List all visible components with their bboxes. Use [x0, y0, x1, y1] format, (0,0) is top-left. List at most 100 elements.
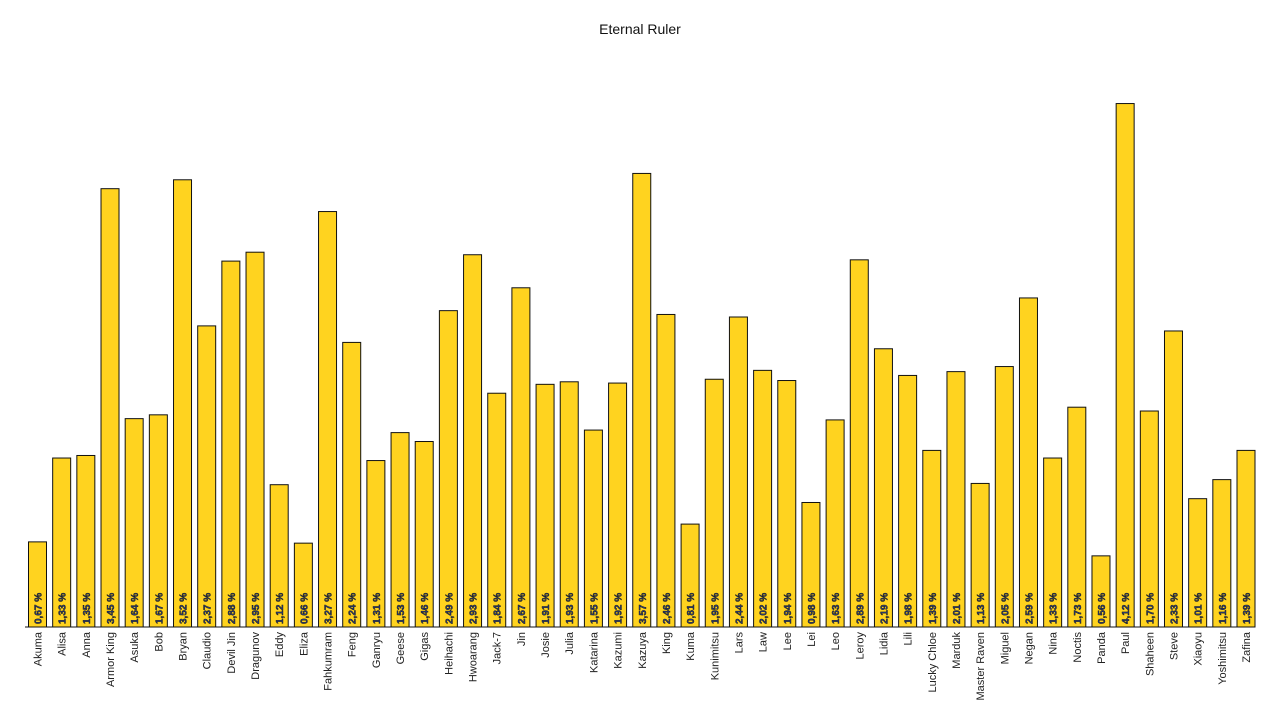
x-tick-label: Yoshimitsu: [1217, 632, 1229, 685]
x-tick-label: Ganryu: [371, 632, 383, 668]
bar: [873, 348, 893, 628]
data-label: 1,91 %: [541, 593, 552, 624]
x-tick-label: Lili: [903, 632, 915, 645]
x-tick-label: Geese: [395, 632, 407, 664]
x-tick-label: Lars: [733, 632, 745, 654]
x-tick-label: Lucky Chloe: [927, 632, 939, 693]
data-label: 2,02 %: [759, 593, 770, 624]
bar: [366, 460, 386, 628]
x-tick-label: Zafina: [1241, 631, 1253, 662]
x-tick-label: Eliza: [298, 631, 310, 656]
data-label: 1,67 %: [154, 593, 165, 624]
x-tick-label: Law: [758, 632, 770, 652]
bar: [922, 449, 942, 628]
x-tick-label: Lidia: [878, 631, 890, 655]
x-tick-label: Asuka: [129, 631, 141, 662]
data-label: 2,49 %: [444, 593, 455, 624]
data-label: 3,27 %: [324, 593, 335, 624]
data-label: 1,64 %: [130, 593, 141, 624]
data-label: 2,46 %: [662, 593, 673, 624]
x-tick-label: Nina: [1048, 631, 1060, 655]
x-tick-label: Bryan: [178, 632, 190, 661]
x-tick-label: Julia: [564, 631, 576, 655]
data-label: 2,93 %: [469, 593, 480, 624]
x-tick-label: Katarina: [588, 631, 600, 673]
bar: [680, 523, 700, 628]
bar: [632, 172, 652, 628]
bar: [728, 316, 748, 628]
data-label: 3,57 %: [638, 593, 649, 624]
bar: [511, 287, 531, 628]
data-label: 2,24 %: [348, 593, 359, 624]
data-label: 1,84 %: [493, 593, 504, 624]
x-tick-label: Lee: [782, 632, 794, 650]
bar: [559, 381, 579, 628]
x-tick-label: Kuma: [685, 631, 697, 661]
bar: [994, 366, 1014, 628]
x-tick-label: Devil Jin: [226, 632, 238, 674]
data-label: 1,63 %: [831, 593, 842, 624]
bar: [28, 541, 47, 628]
data-label: 1,33 %: [58, 593, 69, 624]
data-label: 1,95 %: [710, 593, 721, 624]
bar: [608, 382, 628, 628]
bar: [898, 374, 918, 628]
data-label: 2,89 %: [855, 593, 866, 624]
bar: [1139, 410, 1159, 628]
chart-title: Eternal Ruler: [599, 21, 681, 37]
data-label: 1,35 %: [82, 593, 93, 624]
bar: [970, 482, 990, 628]
x-tick-label: Claudio: [202, 632, 214, 669]
bar: [221, 260, 241, 628]
bar: [52, 457, 72, 628]
x-tick-label: Leroy: [854, 632, 866, 660]
data-label: 1,98 %: [904, 593, 915, 624]
x-tick-label: Jin: [516, 632, 528, 646]
bar: [1115, 103, 1135, 628]
bar: [801, 501, 821, 628]
x-tick-label: Kazumi: [613, 632, 625, 669]
data-label: 2,19 %: [879, 593, 890, 624]
bar: [1018, 297, 1038, 628]
x-tick-label: Anna: [81, 631, 93, 658]
bar: [173, 179, 193, 628]
data-label: 2,95 %: [251, 593, 262, 624]
bar: [197, 325, 217, 628]
x-tick-label: Xiaoyu: [1193, 632, 1205, 666]
x-tick-label: Jack-7: [492, 632, 504, 664]
data-label: 1,73 %: [1073, 593, 1084, 624]
bar: [1043, 457, 1063, 628]
data-label: 1,92 %: [614, 593, 625, 624]
x-tick-label: Dragunov: [250, 632, 262, 680]
x-tick-label: Steve: [1168, 632, 1180, 660]
bar: [124, 418, 144, 628]
bar: [148, 414, 168, 628]
data-label: 3,45 %: [106, 593, 117, 624]
bar: [100, 188, 120, 628]
data-label: 2,59 %: [1024, 593, 1035, 624]
data-label: 1,33 %: [1049, 593, 1060, 624]
data-label: 0,81 %: [686, 593, 697, 624]
data-label: 1,55 %: [589, 593, 600, 624]
bar: [1067, 406, 1087, 628]
data-label: 1,53 %: [396, 593, 407, 624]
x-tick-label: Marduk: [951, 632, 963, 669]
x-tick-label: Lei: [806, 632, 818, 647]
x-tick-label: Shaheen: [1144, 632, 1156, 676]
bar: [269, 484, 289, 628]
x-tick-label: Bob: [153, 632, 165, 652]
data-label: 2,88 %: [227, 593, 238, 624]
bar: [1212, 479, 1232, 628]
data-label: 1,70 %: [1145, 593, 1156, 624]
x-tick-label: Kunimitsu: [709, 632, 721, 680]
bar: [777, 380, 797, 628]
x-tick-label: Armor King: [105, 632, 117, 687]
bar: [753, 369, 773, 628]
data-label: 1,94 %: [783, 593, 794, 624]
bar: [414, 441, 434, 628]
bar: [318, 211, 338, 628]
x-tick-label: Negan: [1023, 632, 1035, 664]
x-tick-label: Alisa: [57, 631, 69, 656]
bar: [390, 432, 410, 628]
